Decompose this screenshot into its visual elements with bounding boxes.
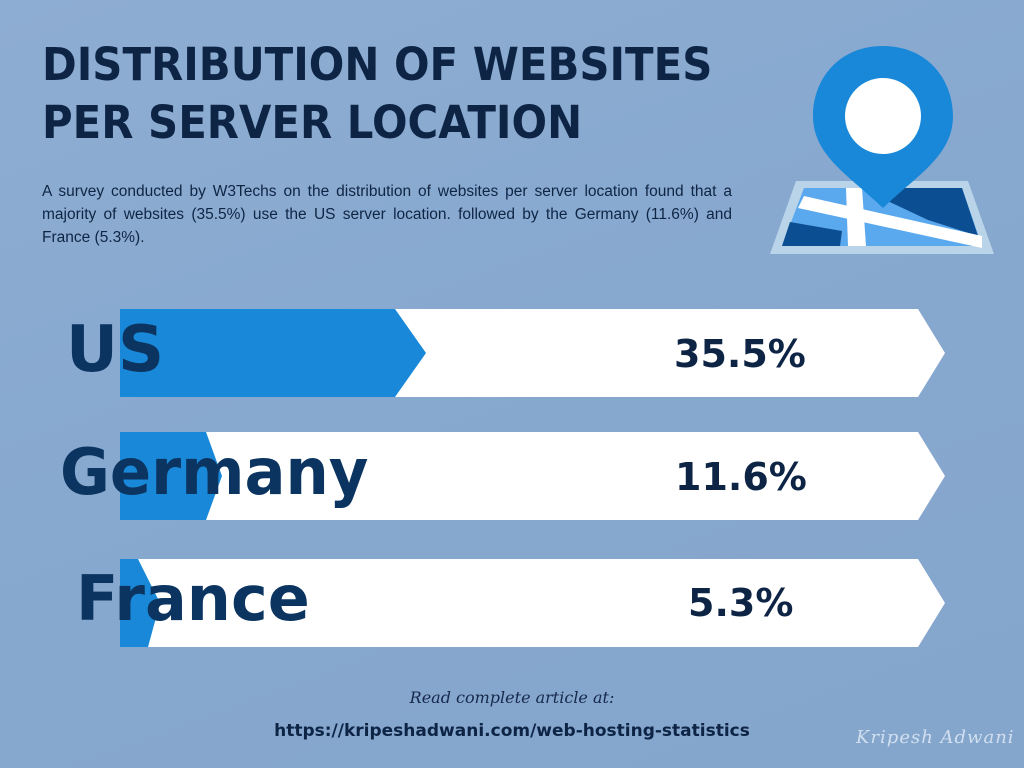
author-signature: Kripesh Adwani [856, 727, 1015, 748]
bar-germany [120, 432, 945, 520]
country-label-germany: Germany [60, 436, 369, 510]
value-label-germany: 11.6% [675, 455, 807, 499]
bar-us [120, 309, 945, 397]
title-line-1: DISTRIBUTION OF WEBSITES [42, 38, 713, 91]
bar-france [120, 559, 945, 647]
country-label-france: France [76, 562, 310, 635]
page-title: DISTRIBUTION OF WEBSITES PER SERVER LOCA… [42, 36, 712, 152]
article-link[interactable]: https://kripeshadwani.com/web-hosting-st… [274, 721, 750, 741]
map-pin-icon [770, 46, 994, 254]
value-label-us: 35.5% [674, 332, 806, 376]
footer-note: Read complete article at: [409, 688, 615, 707]
value-label-france: 5.3% [688, 581, 794, 625]
country-label-us: US [66, 313, 165, 387]
description-text: A survey conducted by W3Techs on the dis… [42, 183, 732, 246]
title-line-2: PER SERVER LOCATION [42, 96, 583, 149]
